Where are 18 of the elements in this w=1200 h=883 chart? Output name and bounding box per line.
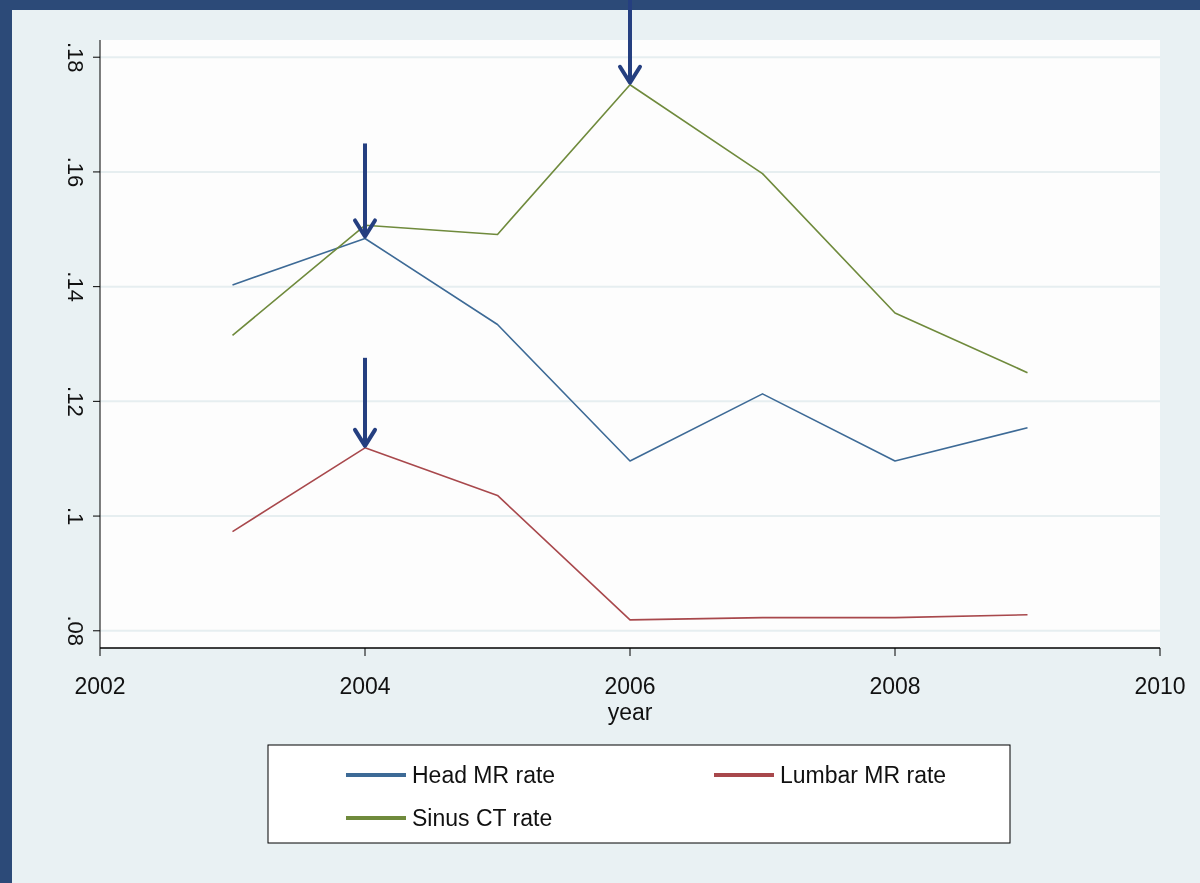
- y-tick-label: .14: [63, 271, 88, 302]
- y-tick-label: .16: [63, 156, 88, 188]
- x-tick-label: 2006: [604, 673, 656, 699]
- legend-label: Head MR rate: [412, 762, 556, 788]
- x-tick-label: 2002: [74, 673, 126, 699]
- x-tick-label: 2004: [339, 673, 391, 699]
- y-tick-label: .18: [63, 41, 88, 73]
- x-tick-label: 2010: [1134, 673, 1186, 699]
- y-tick-label: .1: [63, 506, 88, 526]
- x-axis-title: year: [607, 699, 653, 725]
- legend-label: Lumbar MR rate: [780, 762, 947, 788]
- legend-label: Sinus CT rate: [412, 805, 553, 831]
- line-series: [231, 83, 1029, 374]
- line-series: [231, 447, 1029, 621]
- x-tick-label: 2008: [869, 673, 921, 699]
- y-tick-label: .08: [63, 615, 88, 647]
- line-series: [231, 237, 1029, 462]
- y-tick-label: .12: [63, 386, 88, 417]
